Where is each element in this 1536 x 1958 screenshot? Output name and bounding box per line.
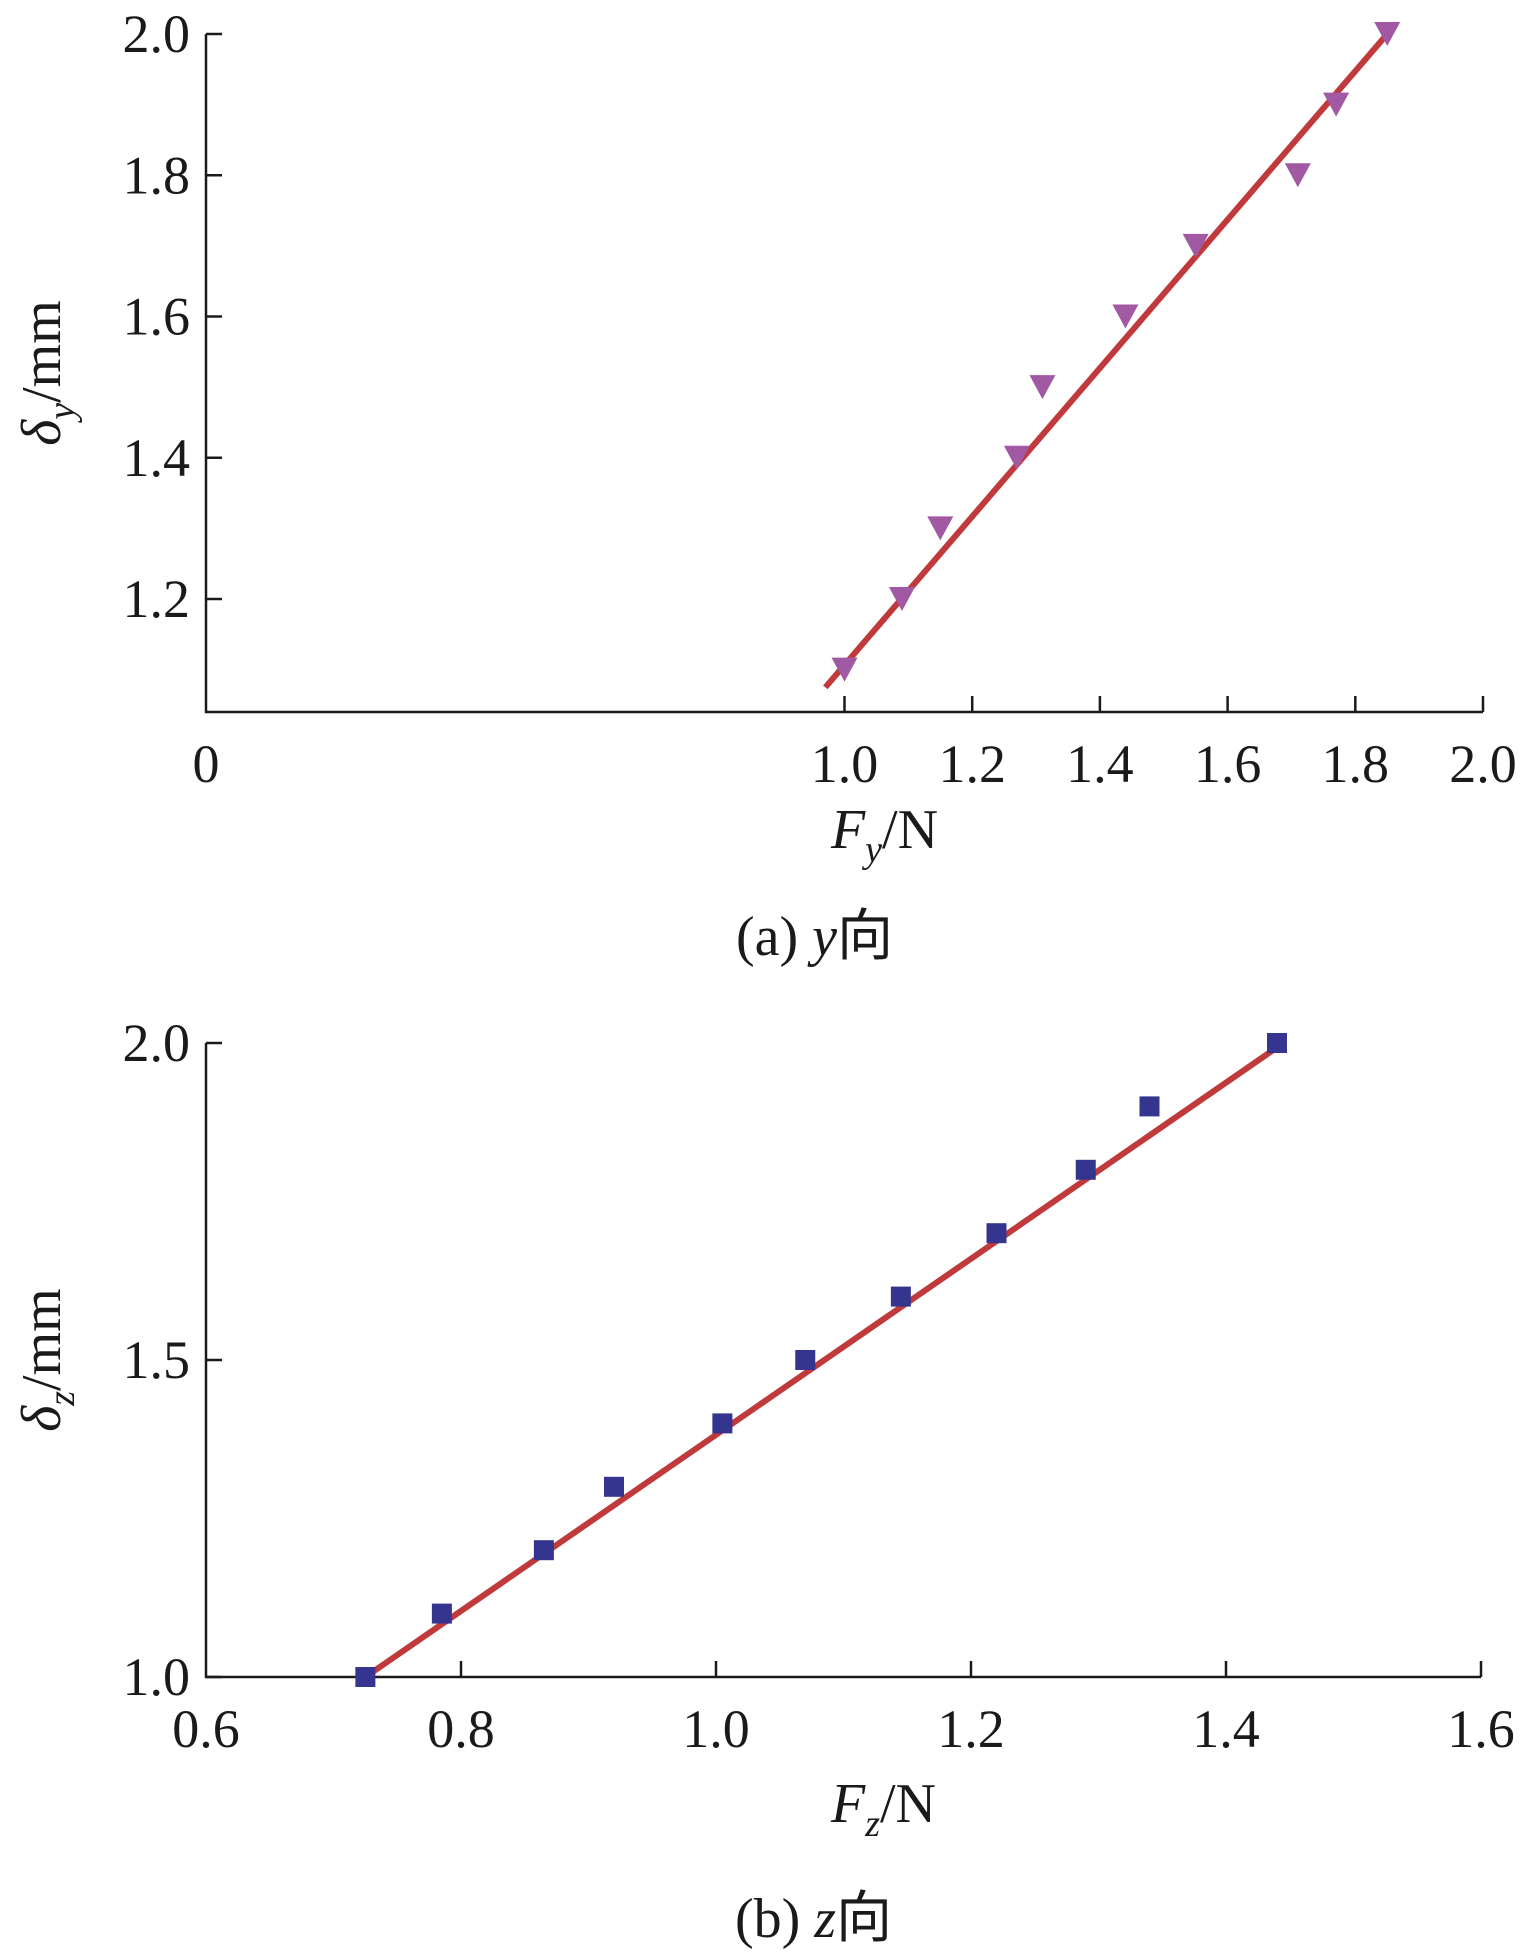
y-axis-label: δy/mm	[11, 300, 83, 446]
data-point	[533, 1540, 554, 1561]
caption-var: z	[813, 1888, 836, 1950]
chart-b: 0.6 0.8 1.0 1.2 1.4 1.61.01.52.0Fz/Nδz/mm(b) …	[11, 1013, 1515, 1950]
data-point	[431, 1603, 452, 1624]
caption-var: y	[807, 906, 837, 968]
data-point	[1374, 22, 1401, 46]
x-tick-label: 1.4	[1066, 734, 1134, 794]
x-tick-label: 1.4	[1192, 1699, 1260, 1759]
data-point	[831, 657, 858, 682]
data-point	[890, 1286, 911, 1307]
data-point	[1284, 163, 1311, 188]
y-tick-label: 1.0	[123, 1647, 191, 1707]
data-point	[1139, 1096, 1160, 1117]
data-point	[712, 1413, 733, 1434]
x-tick-label: 1.2	[937, 1699, 1005, 1759]
x-tick-label: 1.0	[682, 1699, 750, 1759]
y-tick-label: 1.4	[123, 428, 191, 488]
y-tick-label: 1.8	[123, 145, 191, 205]
x-axis-label-sub: z	[864, 1803, 880, 1845]
y-axis-label-sub: y	[41, 403, 83, 424]
caption-prefix: (a)	[736, 906, 812, 968]
data-point	[1003, 445, 1030, 470]
x-tick-label: 0.8	[427, 1699, 495, 1759]
caption: (b) z向	[735, 1888, 892, 1950]
x-axis-label: Fy/N	[830, 799, 938, 871]
y-axis-label: δz/mm	[11, 1288, 83, 1432]
data-point	[1182, 233, 1209, 258]
x-tick-label: 2.0	[1449, 734, 1517, 794]
y-axis-label-var: δ	[11, 419, 73, 446]
data-point	[604, 1476, 624, 1497]
axes	[204, 34, 1483, 714]
data-point	[1323, 92, 1350, 117]
x-tick-label: 1.2	[938, 734, 1006, 794]
data-point	[888, 587, 915, 611]
caption: (a) y向	[736, 906, 893, 968]
y-axis-label-var: δ	[11, 1405, 73, 1432]
y-axis-label-unit: /mm	[11, 300, 73, 403]
x-axis-label-unit: /N	[882, 799, 938, 861]
x-tick-label: 0.6	[172, 1699, 240, 1759]
caption-suffix: 向	[837, 906, 893, 968]
data-point	[355, 1667, 376, 1687]
y-tick-label: 1.6	[123, 287, 191, 347]
data-point	[795, 1350, 816, 1370]
caption-prefix: (b)	[735, 1888, 814, 1950]
x-tick-label: 1.8	[1322, 734, 1390, 794]
data-point	[1075, 1159, 1096, 1180]
chart-a: 0 1.0 1.2 1.4 1.6 1.8 2.01.21.41.61.82.0Fy/Nδy…	[11, 4, 1517, 968]
data-point	[1029, 375, 1056, 400]
x-axis-label-var: F	[830, 1773, 866, 1835]
y-tick-label: 1.5	[123, 1330, 191, 1390]
y-axis-label-unit: /mm	[11, 1288, 73, 1391]
x-axis-label: Fz/N	[830, 1773, 936, 1845]
data-point	[1267, 1033, 1287, 1053]
data-point	[927, 516, 954, 541]
x-axis-label-sub: y	[861, 829, 882, 871]
fit-line	[823, 32, 1390, 690]
fit-line	[363, 1040, 1286, 1680]
y-tick-label: 2.0	[123, 4, 191, 64]
x-tick-label: 1.6	[1194, 734, 1262, 794]
y-tick-label: 1.2	[123, 569, 191, 629]
x-axis-label-unit: /N	[880, 1773, 936, 1835]
x-tick-label: 1.0	[811, 734, 879, 794]
caption-suffix: 向	[836, 1888, 892, 1950]
x-axis-label-var: F	[830, 799, 866, 861]
x-tick-label: 0	[193, 734, 220, 794]
x-tick-label: 1.6	[1447, 1699, 1515, 1759]
axes	[204, 1043, 1481, 1679]
data-point	[1112, 304, 1139, 329]
data-point	[986, 1223, 1007, 1244]
y-tick-label: 2.0	[123, 1013, 191, 1073]
y-axis-label-sub: z	[41, 1391, 83, 1407]
